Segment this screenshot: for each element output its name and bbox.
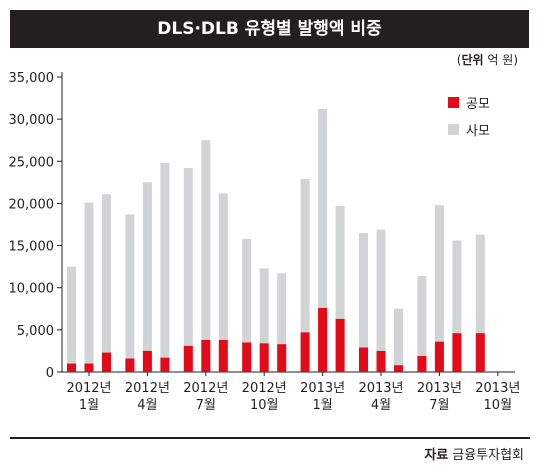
x-tick-label-month: 1월 xyxy=(312,398,332,413)
bar-public xyxy=(218,339,228,372)
bar-public xyxy=(259,343,269,372)
bar-public xyxy=(417,355,427,372)
bar-private xyxy=(434,205,444,372)
bar-private xyxy=(318,109,328,373)
bar-private xyxy=(67,266,76,372)
bar-public xyxy=(277,344,287,372)
x-tick-label-month: 7월 xyxy=(429,398,449,413)
bar-public xyxy=(142,350,152,372)
unit-value: 억 원 xyxy=(487,53,514,67)
bar-public xyxy=(394,365,403,372)
bar-public xyxy=(183,345,193,372)
bar-public xyxy=(84,363,94,372)
bar-private xyxy=(242,238,252,372)
bar-public xyxy=(376,350,386,372)
bar-public xyxy=(67,363,76,372)
bar-public xyxy=(475,333,485,372)
y-tick-label: 0 xyxy=(46,366,54,381)
bar-public xyxy=(452,333,462,372)
bar-private xyxy=(277,273,287,372)
x-tick-label-year: 2013년 xyxy=(300,381,345,396)
bar-public xyxy=(434,341,444,372)
legend-label: 공모 xyxy=(466,97,490,112)
x-tick-label-year: 2013년 xyxy=(417,381,462,396)
bar-private xyxy=(125,214,135,372)
bar-private xyxy=(475,234,485,372)
x-tick-label-year: 2012년 xyxy=(66,381,111,396)
bar-public xyxy=(318,307,328,372)
bar-public xyxy=(201,339,211,372)
y-tick-label: 35,000 xyxy=(9,71,55,86)
bar-private xyxy=(452,240,462,372)
chart-title: DLS·DLB 유형별 발행액 비중 xyxy=(157,19,382,39)
bar-public xyxy=(300,332,310,372)
x-tick-label-year: 2012년 xyxy=(183,381,228,396)
bar-public xyxy=(160,357,170,372)
bar-public xyxy=(242,342,252,372)
y-tick-label: 25,000 xyxy=(9,155,55,170)
source-note: 자료 금융투자협회 xyxy=(424,444,524,463)
bar-private xyxy=(201,140,211,372)
x-tick-label-month: 4월 xyxy=(137,398,157,413)
legend-swatch-public xyxy=(448,97,459,108)
x-tick-label-year: 2013년 xyxy=(358,381,403,396)
x-tick-label-month: 10월 xyxy=(250,398,279,413)
x-tick-label-month: 4월 xyxy=(371,398,391,413)
source-value: 금융투자협회 xyxy=(452,448,524,463)
bar-private xyxy=(218,193,228,372)
bar-private xyxy=(102,194,111,372)
bar-private xyxy=(359,232,368,372)
unit-label: (단위 억 원) xyxy=(456,53,518,67)
bar-private xyxy=(142,182,152,372)
bar-private xyxy=(394,308,403,372)
x-tick-label-year: 2012년 xyxy=(125,381,170,396)
x-tick-label-month: 1월 xyxy=(79,398,99,413)
bar-private xyxy=(335,205,345,372)
bar-public xyxy=(125,358,135,372)
bar-public xyxy=(335,318,345,372)
unit-key: 단위 xyxy=(461,53,484,67)
bar-private xyxy=(376,229,386,372)
bar-private xyxy=(259,268,269,372)
bar-private xyxy=(417,275,427,372)
x-tick-label-month: 7월 xyxy=(196,398,216,413)
bar-private xyxy=(84,202,94,372)
x-tick-label-year: 2012년 xyxy=(242,381,287,396)
legend-label: 사모 xyxy=(466,124,490,139)
y-tick-label: 10,000 xyxy=(9,282,55,297)
source-key: 자료 xyxy=(424,448,449,463)
y-tick-label: 30,000 xyxy=(9,113,55,128)
x-tick-label-month: 10월 xyxy=(484,398,513,413)
y-tick-label: 5,000 xyxy=(17,324,54,339)
bar-public xyxy=(359,347,368,372)
legend-swatch-private xyxy=(448,124,459,135)
y-tick-label: 15,000 xyxy=(9,240,55,255)
x-tick-label-year: 2013년 xyxy=(475,381,520,396)
y-tick-label: 20,000 xyxy=(9,197,55,212)
footer-divider xyxy=(10,437,530,439)
title-bar: DLS·DLB 유형별 발행액 비중 xyxy=(10,10,529,48)
bar-public xyxy=(102,352,111,372)
bar-private xyxy=(300,178,310,372)
bar-private xyxy=(160,162,170,372)
bar-private xyxy=(183,168,193,372)
